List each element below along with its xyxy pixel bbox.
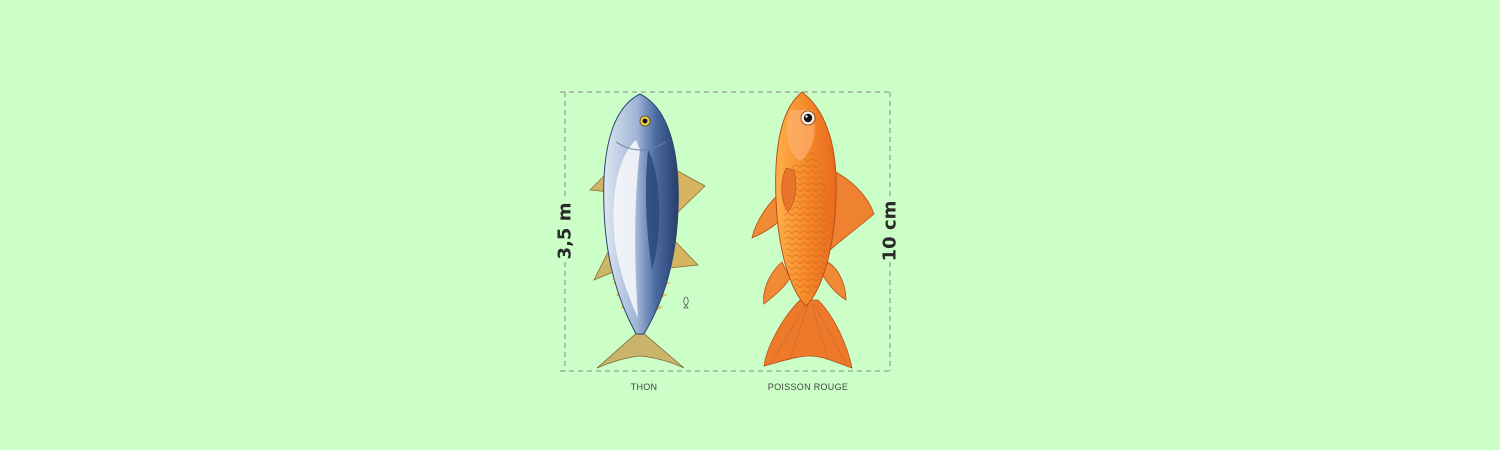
goldfish-icon <box>751 91 875 369</box>
small-scale-goldfish-icon <box>683 296 689 309</box>
goldfish-height-label: 10 cm <box>879 200 901 262</box>
tuna-caption: THON <box>630 382 658 392</box>
measurement-guides <box>560 91 892 372</box>
goldfish-caption: POISSON ROUGE <box>767 382 849 392</box>
tuna-height-label: 3,5 m <box>554 202 576 260</box>
tuna-fish-icon <box>589 93 706 369</box>
